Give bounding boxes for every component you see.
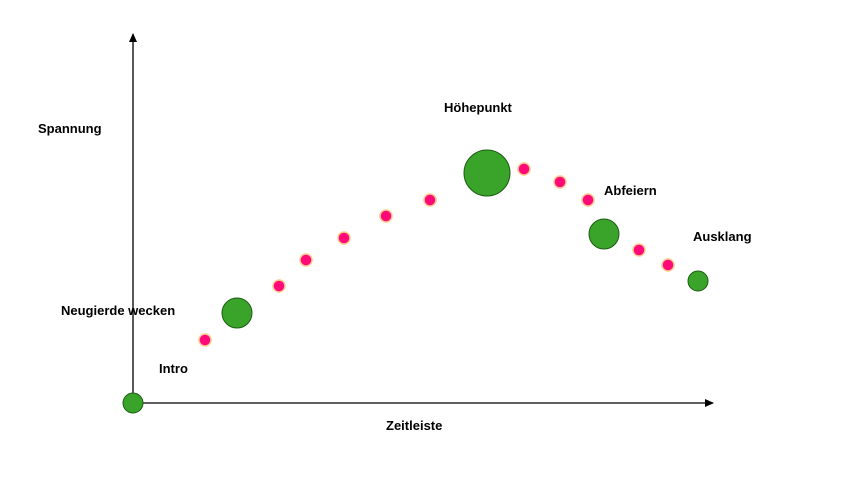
stage-label-celebrate: Abfeiern (604, 183, 657, 198)
connector-dot (272, 279, 286, 293)
stage-label-climax: Höhepunkt (444, 100, 513, 115)
connector-dots (198, 162, 675, 347)
connector-dot (632, 243, 646, 257)
connector-dot (423, 193, 437, 207)
y-axis-label: Spannung (38, 121, 102, 136)
stage-label-curiosity: Neugierde wecken (61, 303, 175, 318)
connector-dot (581, 193, 595, 207)
connector-dot (299, 253, 313, 267)
connector-dot (553, 175, 567, 189)
milestone-curiosity (221, 297, 253, 329)
milestone-celebrate (588, 218, 620, 250)
connector-dot (517, 162, 531, 176)
connector-dot (198, 333, 212, 347)
connector-dot (379, 209, 393, 223)
connector-dot (661, 258, 675, 272)
x-axis-label: Zeitleiste (386, 418, 442, 433)
milestone-intro (122, 392, 144, 414)
stage-label-intro: Intro (159, 361, 188, 376)
stage-label-outro: Ausklang (693, 229, 752, 244)
milestone-outro (687, 270, 709, 292)
connector-dot (337, 231, 351, 245)
milestone-climax (463, 149, 511, 197)
